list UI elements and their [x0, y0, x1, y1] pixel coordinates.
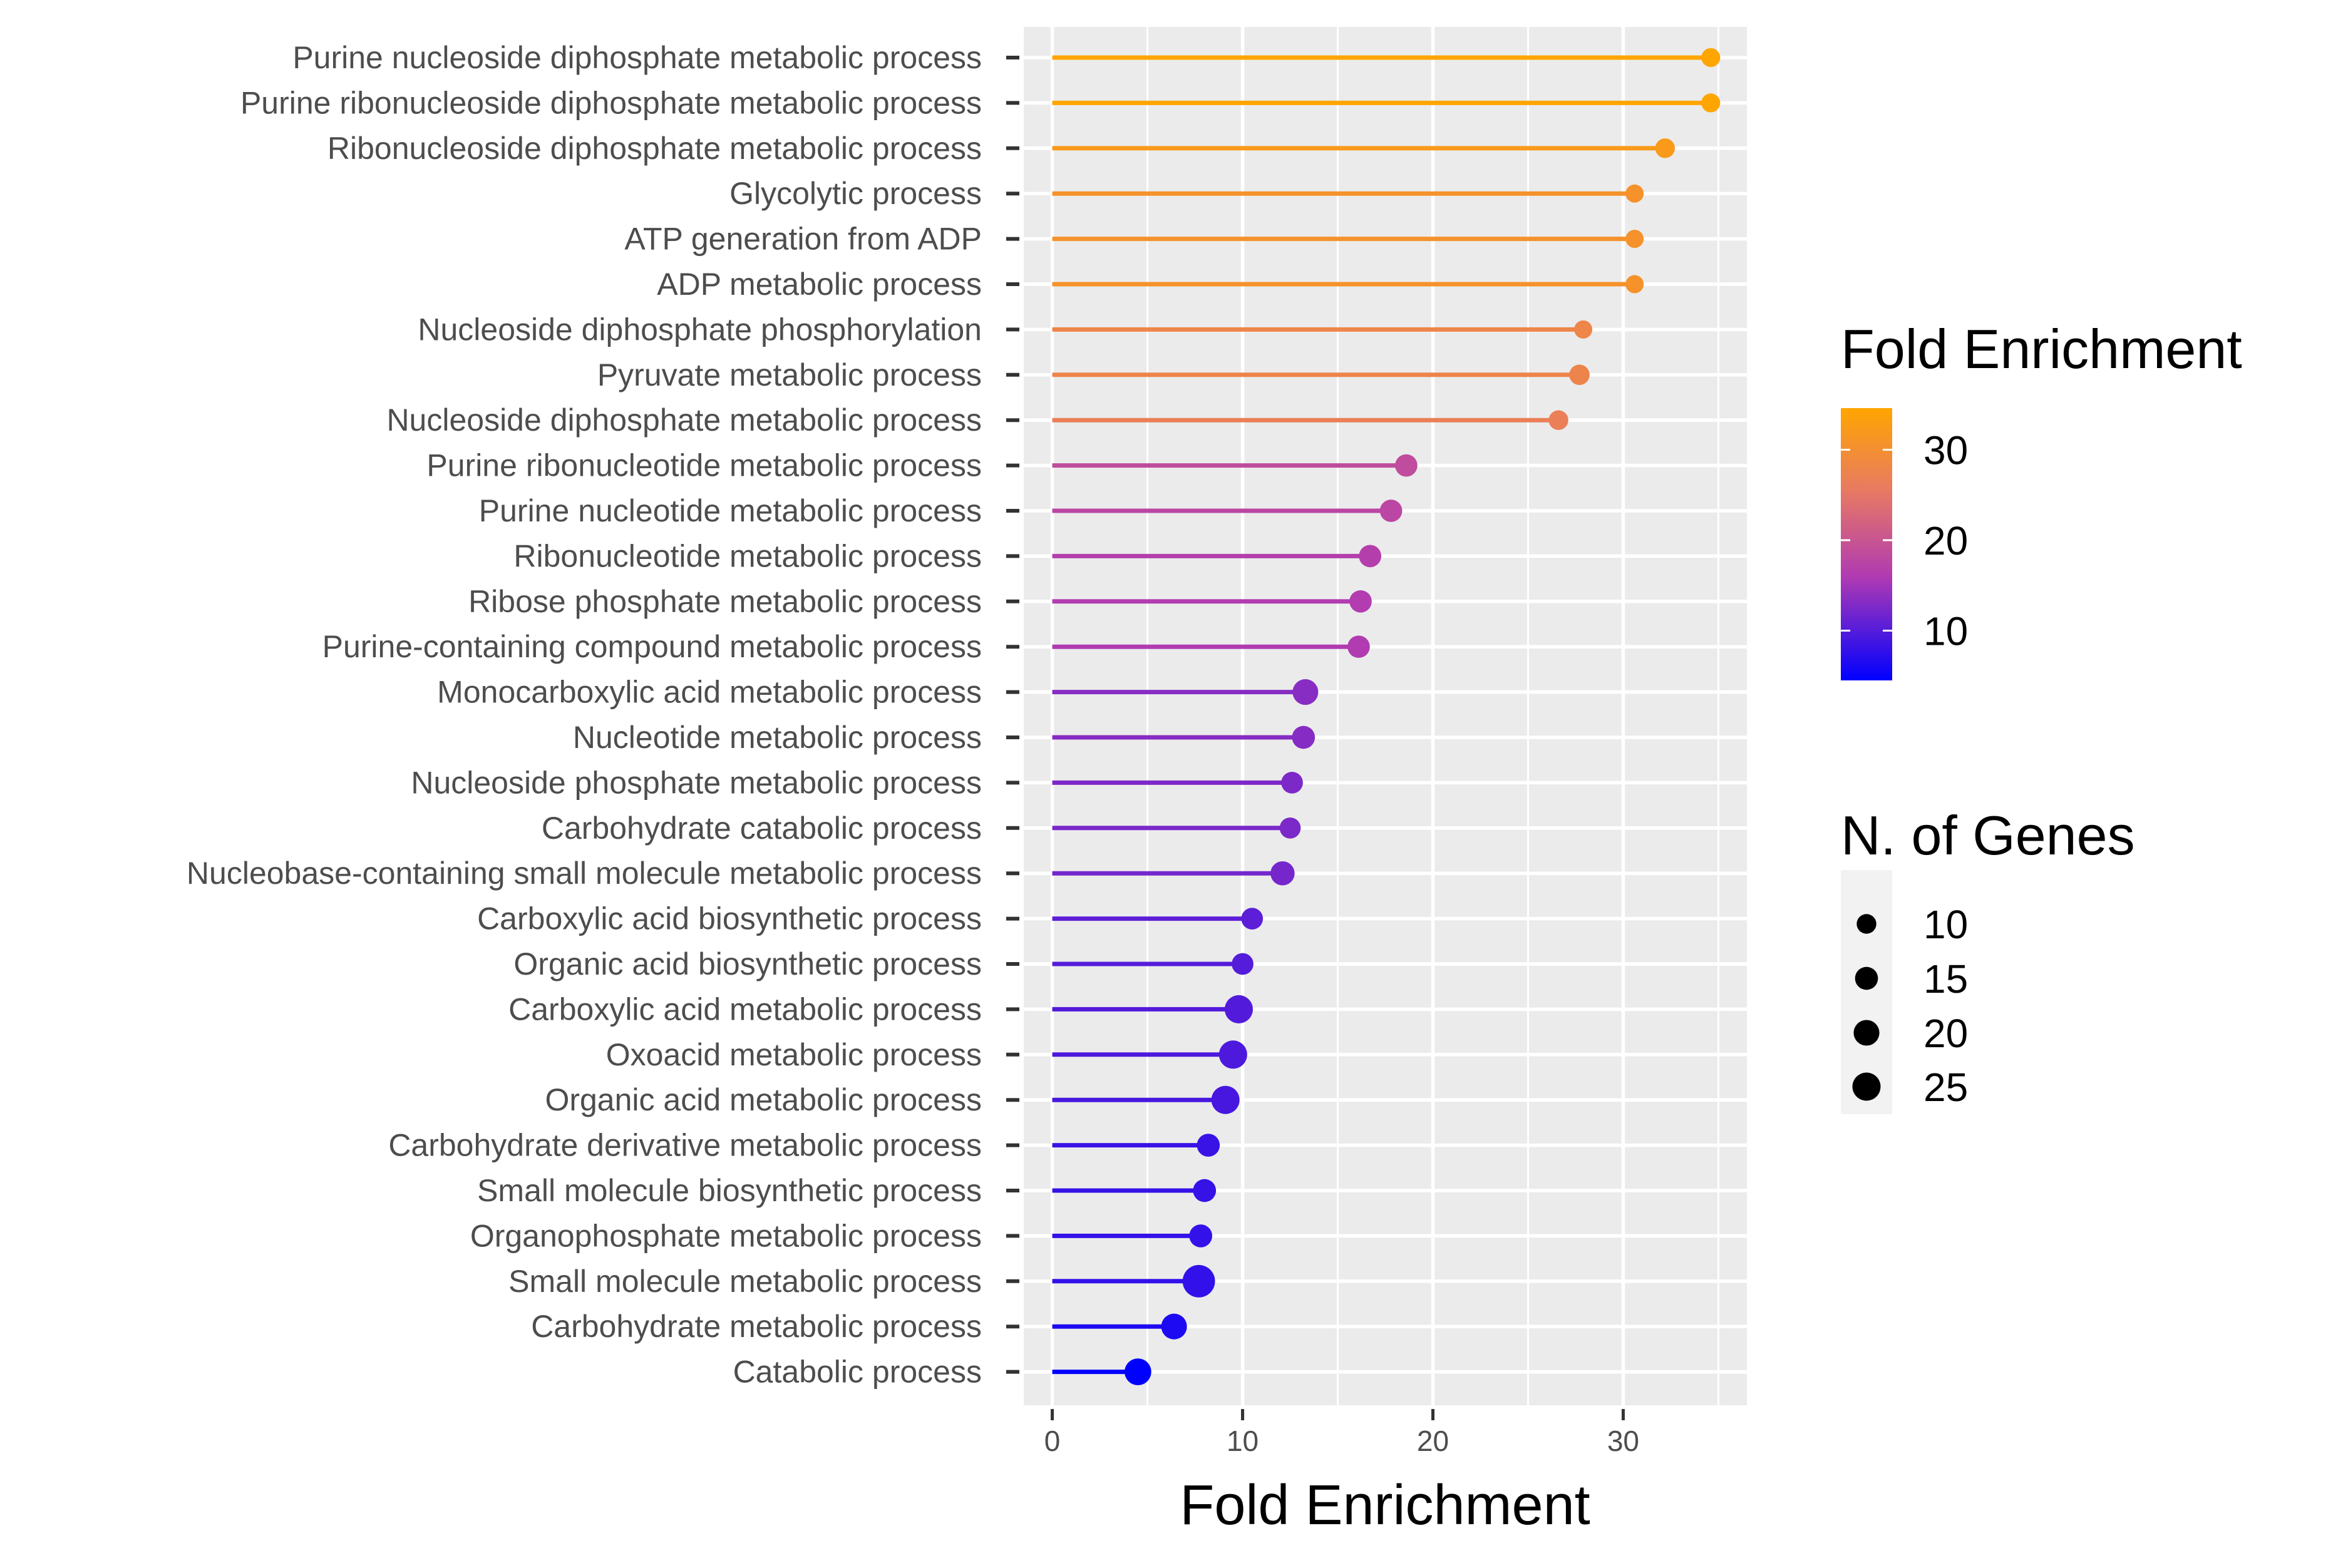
size-legend-dot — [1856, 914, 1877, 934]
category-label: Purine nucleotide metabolic process — [479, 493, 982, 528]
y-axis: Purine nucleoside diphosphate metabolic … — [187, 40, 1019, 1390]
category-label: Carbohydrate catabolic process — [542, 811, 982, 846]
category-label: Purine-containing compound metabolic pro… — [322, 629, 982, 664]
plot-panel — [1024, 27, 1747, 1405]
x-tick-label: 10 — [1227, 1425, 1259, 1457]
lollipop-dot — [1232, 953, 1254, 975]
category-label: Nucleoside diphosphate phosphorylation — [418, 312, 982, 347]
size-legend-items: 10 15 20 25 — [1852, 902, 1968, 1110]
lollipop-dot — [1193, 1179, 1217, 1202]
category-label: Purine nucleoside diphosphate metabolic … — [292, 40, 982, 75]
size-legend-label: 25 — [1923, 1065, 1968, 1110]
lollipop-dot — [1182, 1264, 1215, 1298]
category-label: Carboxylic acid biosynthetic process — [477, 901, 982, 936]
x-tick-label: 0 — [1044, 1425, 1061, 1457]
category-label: Ribose phosphate metabolic process — [468, 584, 982, 619]
lollipop-dot — [1347, 635, 1370, 658]
minor-gridlines — [1146, 27, 1719, 1405]
category-label: Purine ribonucleoside diphosphate metabo… — [240, 85, 982, 120]
category-label: ADP metabolic process — [657, 267, 982, 302]
category-label: ATP generation from ADP — [624, 222, 982, 257]
category-label: Organophosphate metabolic process — [470, 1218, 982, 1253]
category-label: Nucleobase-containing small molecule met… — [187, 856, 982, 891]
category-label: Small molecule biosynthetic process — [477, 1173, 982, 1208]
lollipop-dot — [1379, 500, 1403, 522]
lollipop-dot — [1569, 364, 1590, 386]
size-legend-dot — [1855, 966, 1878, 990]
lollipop-dot — [1197, 1134, 1220, 1157]
size-legend: N. of Genes 10 15 20 25 — [1841, 804, 2135, 1114]
lollipop-dot — [1292, 679, 1319, 705]
color-legend-label: 10 — [1923, 609, 1968, 654]
x-tick-label: 20 — [1417, 1425, 1449, 1457]
size-legend-label: 20 — [1923, 1011, 1968, 1056]
lollipop-dot — [1218, 1040, 1247, 1069]
lollipop-dot — [1241, 908, 1264, 930]
category-label: Organic acid biosynthetic process — [513, 946, 982, 981]
category-label: Small molecule metabolic process — [508, 1264, 982, 1299]
lollipop-dot — [1395, 454, 1418, 477]
lollipop-dot — [1625, 275, 1644, 294]
color-legend-label: 30 — [1923, 428, 1968, 473]
x-axis: 0 10 20 30 — [1044, 1409, 1639, 1457]
color-legend-title: Fold Enrichment — [1841, 318, 2242, 380]
category-label: Carbohydrate metabolic process — [531, 1309, 982, 1344]
lollipop-stems — [1052, 55, 1711, 1375]
category-label: Nucleoside diphosphate metabolic process — [386, 402, 982, 438]
lollipop-dot — [1625, 184, 1644, 203]
category-label: Catabolic process — [733, 1355, 982, 1390]
color-legend-label: 20 — [1923, 518, 1968, 563]
category-label: Glycolytic process — [729, 176, 982, 211]
lollipop-dot — [1701, 48, 1721, 68]
category-label: Carbohydrate derivative metabolic proces… — [388, 1128, 982, 1163]
lollipop-dot — [1211, 1085, 1240, 1114]
lollipop-dot — [1655, 138, 1676, 158]
size-legend-dot — [1853, 1020, 1880, 1046]
lollipop-dot — [1292, 725, 1316, 749]
lollipop-dot — [1281, 772, 1303, 794]
category-label: Oxoacid metabolic process — [606, 1037, 982, 1072]
lollipop-dot — [1161, 1313, 1187, 1340]
lollipop-dot — [1625, 230, 1644, 249]
size-legend-label: 10 — [1923, 902, 1968, 947]
lollipop-dot — [1224, 995, 1253, 1023]
x-tick-label: 30 — [1607, 1425, 1639, 1457]
color-legend-bar — [1841, 408, 1892, 680]
category-label: Ribonucleoside diphosphate metabolic pro… — [327, 131, 982, 166]
category-label: Monocarboxylic acid metabolic process — [437, 675, 982, 710]
color-legend: Fold Enrichment 10 20 30 — [1841, 318, 2242, 680]
lollipop-dot — [1701, 93, 1721, 113]
category-label: Nucleoside phosphate metabolic process — [411, 765, 982, 800]
lollipop-dot — [1125, 1358, 1151, 1385]
lollipop-dot — [1574, 320, 1593, 339]
lollipop-dot — [1359, 545, 1382, 568]
lollipop-dot — [1270, 861, 1295, 886]
category-label: Organic acid metabolic process — [545, 1082, 982, 1117]
category-label: Pyruvate metabolic process — [597, 357, 982, 392]
lollipop-dot — [1548, 410, 1568, 430]
category-label: Carboxylic acid metabolic process — [508, 992, 982, 1027]
lollipop-dots — [1125, 48, 1721, 1385]
category-label: Nucleotide metabolic process — [573, 720, 982, 755]
lollipop-dot — [1349, 590, 1372, 613]
size-legend-label: 15 — [1923, 956, 1968, 1002]
x-axis-title: Fold Enrichment — [1180, 1474, 1590, 1537]
size-legend-dot — [1852, 1072, 1881, 1101]
size-legend-title: N. of Genes — [1841, 804, 2135, 866]
category-label: Ribonucleotide metabolic process — [513, 538, 982, 573]
category-label: Purine ribonucleotide metabolic process — [426, 448, 982, 483]
color-legend-ticks: 10 20 30 — [1841, 428, 1968, 654]
lollipop-dot — [1189, 1224, 1213, 1248]
lollipop-dot — [1279, 817, 1301, 839]
